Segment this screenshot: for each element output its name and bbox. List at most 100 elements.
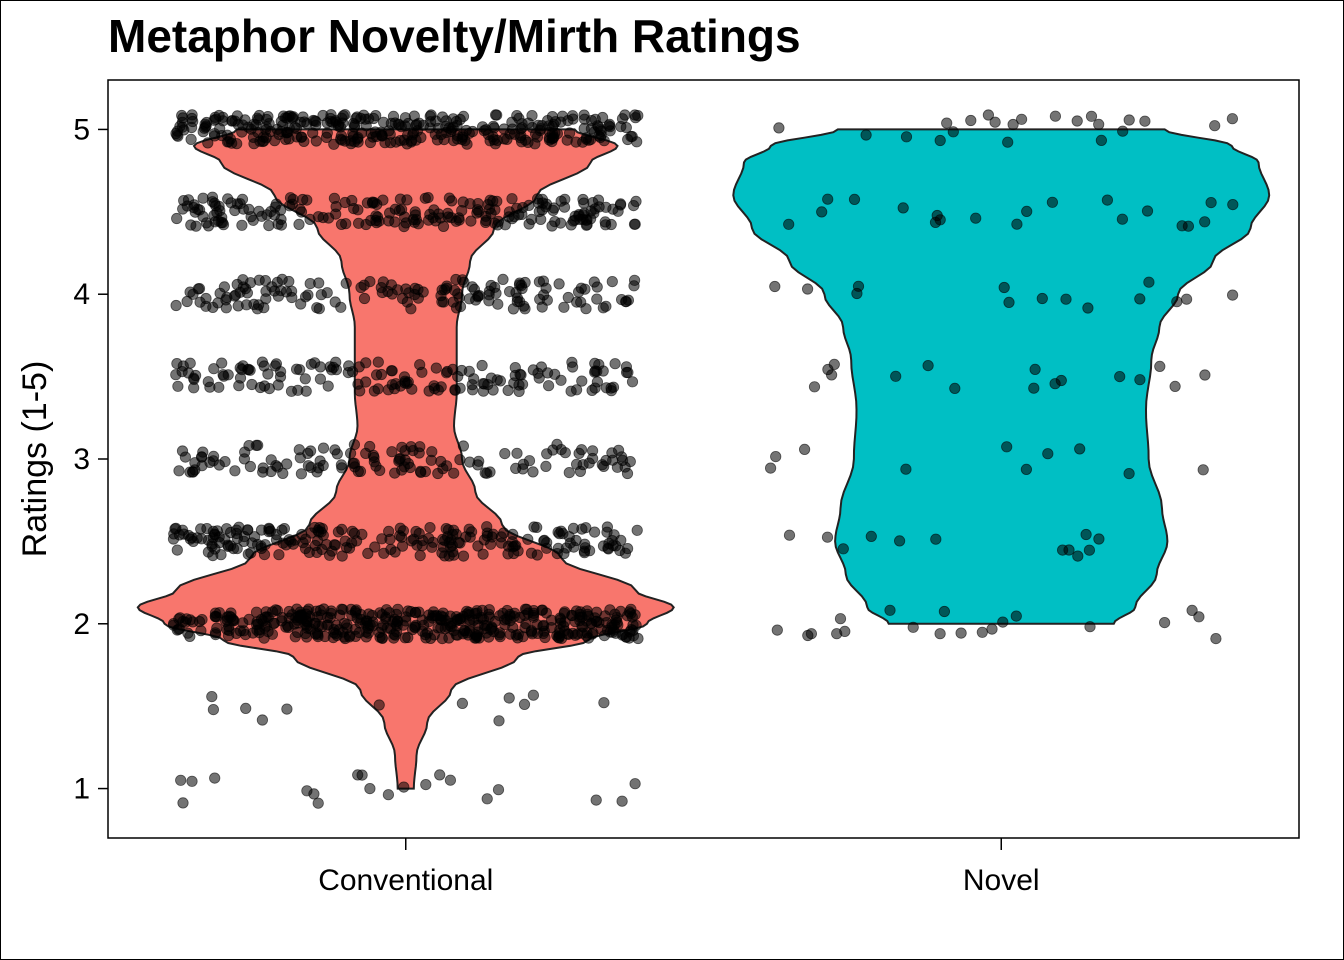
data-point xyxy=(187,616,199,628)
data-point xyxy=(283,275,295,288)
data-point xyxy=(301,194,313,206)
data-point xyxy=(209,111,221,123)
data-point xyxy=(361,197,373,209)
data-point xyxy=(276,615,288,627)
x-tick-label: Conventional xyxy=(318,864,493,897)
data-point xyxy=(1117,125,1129,137)
data-point xyxy=(262,368,274,380)
data-point xyxy=(472,626,484,638)
data-point xyxy=(187,535,199,548)
data-point xyxy=(269,360,281,372)
data-point xyxy=(533,276,546,288)
data-point xyxy=(207,455,219,467)
data-point xyxy=(291,131,303,143)
data-point xyxy=(511,632,524,644)
data-point xyxy=(1074,443,1086,455)
data-point xyxy=(440,614,452,627)
data-point xyxy=(343,360,355,372)
data-point xyxy=(1021,205,1033,217)
data-point xyxy=(545,614,558,626)
data-point xyxy=(355,112,367,125)
data-point xyxy=(514,132,527,144)
violin-novel xyxy=(732,128,1271,625)
data-point xyxy=(573,447,585,459)
data-point xyxy=(998,281,1010,294)
data-point xyxy=(1001,441,1013,453)
data-point xyxy=(396,292,409,305)
data-point xyxy=(615,121,627,133)
data-point xyxy=(1095,134,1108,146)
data-point xyxy=(463,365,475,377)
data-point xyxy=(279,133,292,145)
data-point xyxy=(1072,550,1084,562)
data-point xyxy=(601,521,614,533)
data-point xyxy=(440,115,452,127)
data-point xyxy=(558,547,570,560)
data-point xyxy=(200,300,212,312)
data-point xyxy=(355,281,367,294)
data-point xyxy=(764,462,777,474)
data-point xyxy=(492,298,504,310)
data-point xyxy=(1083,544,1096,556)
data-point xyxy=(423,385,435,397)
data-point xyxy=(396,441,408,453)
data-point xyxy=(622,133,634,146)
data-point xyxy=(440,460,453,472)
data-point xyxy=(320,131,333,143)
data-point xyxy=(893,535,906,547)
data-point xyxy=(451,629,464,641)
data-point xyxy=(1209,120,1221,132)
data-point xyxy=(578,123,590,135)
data-point xyxy=(375,368,387,381)
data-point xyxy=(270,604,282,616)
data-point xyxy=(171,212,183,225)
data-point xyxy=(501,133,513,145)
data-point xyxy=(531,193,544,205)
data-point xyxy=(369,541,381,553)
data-point xyxy=(351,133,364,145)
data-point xyxy=(406,383,418,395)
data-point xyxy=(336,523,348,536)
data-point xyxy=(1134,293,1146,305)
data-point xyxy=(450,115,462,128)
data-point xyxy=(364,619,376,631)
data-point xyxy=(563,127,576,139)
data-point xyxy=(202,220,215,232)
data-point xyxy=(1116,213,1129,225)
data-point xyxy=(407,214,419,226)
data-point xyxy=(546,133,558,145)
data-point xyxy=(484,194,496,206)
data-point xyxy=(521,603,533,616)
data-point xyxy=(506,193,518,205)
data-point xyxy=(567,113,579,125)
data-point xyxy=(1199,216,1211,228)
data-point xyxy=(302,460,314,472)
data-point xyxy=(487,120,499,132)
data-point xyxy=(396,464,408,476)
data-point xyxy=(1060,293,1072,305)
data-point xyxy=(423,532,435,544)
data-point xyxy=(566,356,578,368)
data-point xyxy=(389,117,401,129)
data-point xyxy=(258,135,270,147)
data-point xyxy=(400,615,412,627)
data-point xyxy=(612,205,624,217)
data-point xyxy=(390,608,403,621)
data-point xyxy=(1205,197,1217,209)
data-point xyxy=(366,609,378,622)
data-point xyxy=(536,120,548,132)
data-point xyxy=(318,603,330,615)
x-axis: Conventional Novel xyxy=(318,838,1040,897)
data-point xyxy=(511,447,523,459)
data-point xyxy=(491,134,503,146)
data-point xyxy=(242,548,254,560)
data-point xyxy=(202,546,214,558)
data-point xyxy=(897,202,909,214)
data-point xyxy=(568,541,580,553)
data-point xyxy=(302,289,314,301)
data-point xyxy=(197,192,209,204)
data-point xyxy=(336,550,348,562)
data-point xyxy=(340,277,352,289)
data-point xyxy=(1046,196,1059,208)
data-point xyxy=(599,216,611,228)
